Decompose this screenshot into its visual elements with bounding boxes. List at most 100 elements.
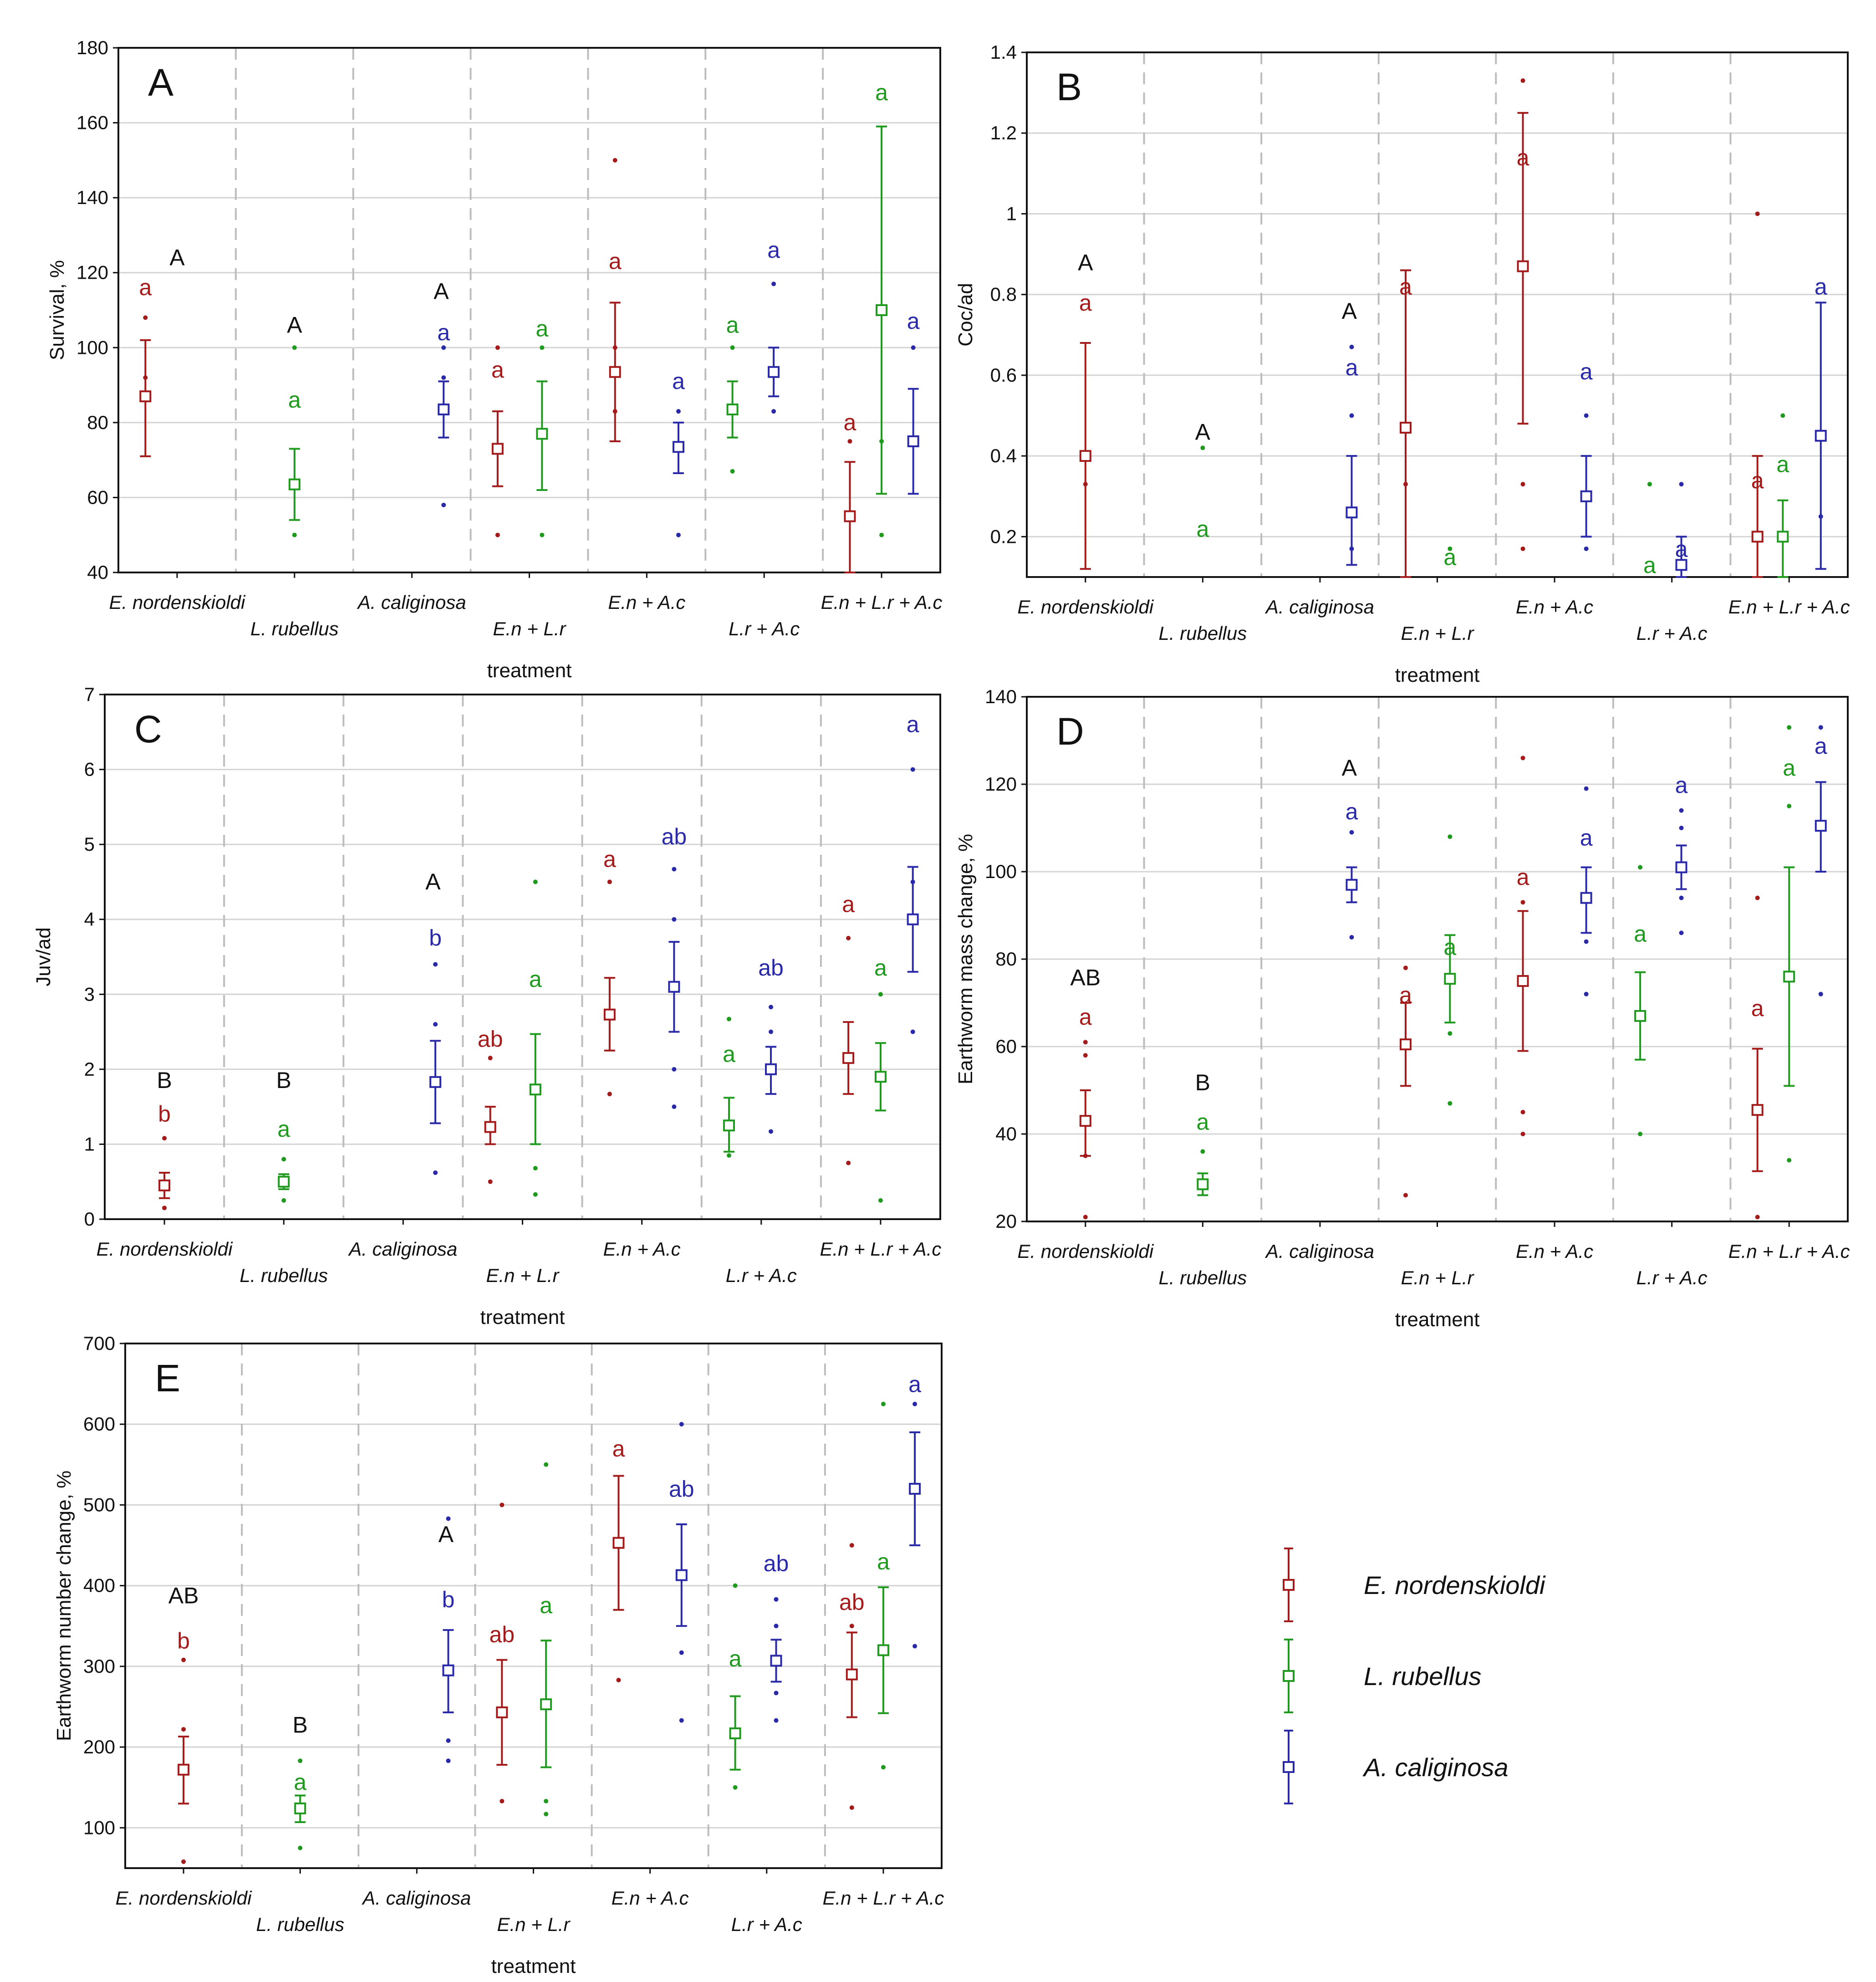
series-marker: a	[1815, 725, 1827, 996]
significance-letter: a	[437, 320, 450, 345]
y-tick-label: 60	[995, 1036, 1017, 1057]
data-point	[774, 1691, 779, 1696]
mean-marker	[1815, 429, 1827, 442]
y-tick-label: 7	[84, 684, 95, 705]
y-tick-label: 2	[84, 1058, 95, 1080]
mean-marker	[603, 1008, 616, 1021]
data-point	[733, 1583, 738, 1588]
legend-label: L. rubellus	[1364, 1662, 1481, 1691]
x-tick-label: L.r + A.c	[1636, 623, 1708, 644]
mean-marker	[1634, 1010, 1647, 1022]
group-letter: B	[1195, 1070, 1210, 1095]
data-point	[849, 1624, 854, 1629]
legend-item: A. caliginosa	[1283, 1730, 1509, 1804]
y-tick-label: 140	[76, 187, 108, 208]
data-point	[500, 1502, 505, 1507]
data-point	[1349, 344, 1354, 349]
significance-letter: a	[874, 955, 887, 981]
data-point	[1083, 482, 1088, 487]
significance-letter: a	[1346, 799, 1358, 824]
series-marker: b	[429, 925, 442, 1175]
series-marker: a	[529, 879, 542, 1197]
data-point	[1755, 1215, 1760, 1220]
data-point	[847, 439, 852, 444]
significance-letter: a	[907, 711, 919, 737]
data-point	[1083, 1215, 1088, 1220]
significance-letter: a	[277, 1116, 290, 1142]
x-axis-label: treatment	[480, 1306, 565, 1328]
x-tick-label: L. rubellus	[1158, 1267, 1247, 1288]
series-marker: a	[1443, 544, 1456, 570]
significance-letter: b	[442, 1587, 455, 1613]
series-marker: a	[1776, 413, 1789, 578]
x-tick-label: L. rubellus	[1158, 623, 1247, 644]
series-marker: a	[875, 80, 888, 537]
series-marker: b	[442, 1516, 455, 1763]
mean-marker	[178, 1763, 190, 1776]
y-tick-label: 160	[76, 112, 108, 133]
mean-marker	[609, 366, 621, 378]
significance-letter: a	[1079, 1004, 1092, 1030]
y-axis-label: Juv/ad	[32, 927, 55, 986]
mean-marker	[529, 1083, 541, 1096]
data-point	[769, 1129, 774, 1134]
group-letter: A	[1078, 250, 1093, 276]
series-marker: a	[1675, 772, 1688, 935]
series-marker: a	[491, 345, 504, 537]
mean-marker	[1079, 450, 1091, 462]
series-marker: a	[1580, 786, 1593, 996]
x-tick-label: E. nordenskioldi	[116, 1887, 253, 1909]
significance-letter: a	[491, 357, 504, 383]
x-tick-label: L.r + A.c	[731, 1914, 802, 1935]
mean-marker	[484, 1121, 496, 1133]
data-point	[878, 992, 883, 997]
data-point	[544, 1798, 549, 1803]
significance-letter: ab	[662, 824, 687, 849]
series-marker: a	[609, 158, 622, 442]
mean-marker	[496, 1706, 508, 1718]
series-marker: a	[1079, 290, 1092, 570]
significance-letter: a	[842, 891, 855, 917]
y-tick-label: 100	[985, 861, 1017, 882]
data-point	[1349, 830, 1354, 835]
series-marker: a	[1580, 359, 1593, 551]
significance-letter: a	[907, 308, 920, 334]
data-point	[533, 1166, 538, 1171]
mean-marker	[770, 1655, 782, 1667]
y-axis-label: Coc/ad	[954, 283, 977, 346]
significance-letter: a	[767, 237, 780, 263]
series-marker: a	[1815, 274, 1827, 570]
x-tick-label: E. nordenskioldi	[97, 1238, 234, 1260]
data-point	[1403, 965, 1408, 971]
mean-marker	[278, 1175, 290, 1188]
significance-letter: a	[609, 248, 622, 274]
data-point	[1679, 826, 1684, 830]
data-point	[1083, 1053, 1088, 1058]
data-point	[1448, 834, 1453, 839]
data-point	[769, 1029, 774, 1034]
series-marker: a	[277, 1116, 290, 1203]
mean-marker	[842, 1052, 855, 1064]
data-point	[1818, 514, 1823, 519]
significance-letter: a	[1079, 290, 1092, 316]
mean-marker	[1815, 820, 1827, 832]
significance-letter: a	[1815, 733, 1827, 759]
mean-marker	[877, 1644, 889, 1656]
mean-marker	[1675, 861, 1687, 874]
data-point	[540, 532, 545, 537]
significance-letter: a	[1399, 274, 1412, 300]
mean-marker	[1197, 1178, 1209, 1190]
y-tick-label: 100	[83, 1817, 115, 1838]
data-point	[162, 1206, 167, 1211]
significance-letter: ab	[489, 1622, 515, 1647]
y-tick-label: 20	[995, 1211, 1017, 1232]
group-letter: B	[157, 1068, 172, 1093]
mean-marker	[846, 1668, 858, 1681]
data-point	[672, 1067, 677, 1072]
significance-letter: a	[1443, 934, 1456, 960]
mean-marker	[668, 981, 680, 993]
data-point	[1403, 482, 1408, 487]
data-point	[1584, 991, 1589, 996]
mean-marker	[612, 1537, 625, 1549]
